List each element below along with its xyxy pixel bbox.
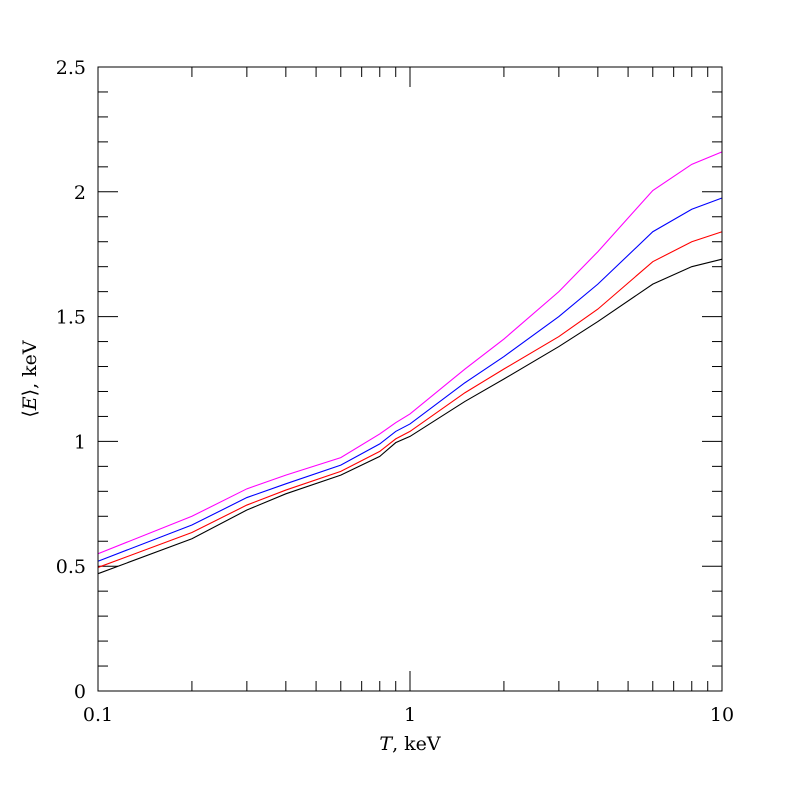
tick-labels: 0.1 1 10 0 0.5 1 1.5 2 2.5 (56, 57, 734, 726)
x-tick-label: 10 (710, 704, 734, 726)
axis-ticks (97, 66, 723, 692)
y-tick-label: 0 (74, 681, 86, 703)
x-tick-label: 0.1 (83, 704, 113, 726)
y-tick-label: 0.5 (56, 556, 86, 578)
series-line-1 (97, 151, 723, 555)
series-layer (97, 151, 723, 575)
series-line-2 (97, 197, 723, 562)
plot-frame (97, 66, 723, 692)
x-axis-label: T, keV (379, 733, 441, 755)
y-tick-label: 2 (74, 182, 86, 204)
y-axis-label: ⟨E⟩, keV (19, 340, 41, 418)
y-tick-label: 1 (74, 431, 86, 453)
y-tick-label: 1.5 (56, 307, 86, 329)
x-tick-label: 1 (404, 704, 416, 726)
y-tick-label: 2.5 (56, 57, 86, 79)
series-line-4 (97, 258, 723, 575)
series-line-3 (97, 231, 723, 568)
